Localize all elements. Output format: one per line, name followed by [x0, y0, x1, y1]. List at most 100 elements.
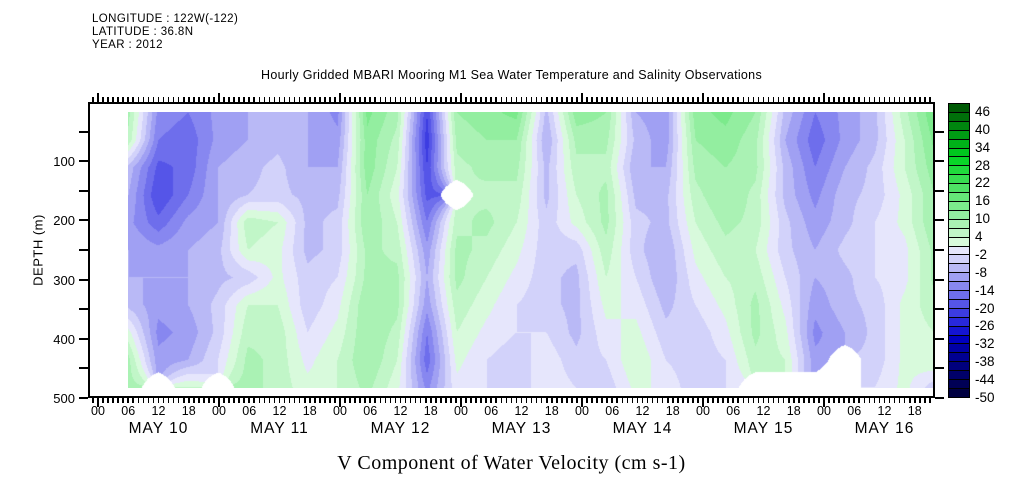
x-tick [187, 398, 190, 403]
x-tick [122, 97, 124, 102]
x-tick [898, 97, 901, 102]
y-tick [935, 160, 944, 163]
y-tick [79, 249, 88, 251]
x-tick [339, 398, 341, 407]
hour-tick-label: 12 [877, 404, 892, 418]
x-tick [535, 398, 538, 403]
colorbar-segment [949, 192, 969, 201]
colorbar-segment [949, 361, 969, 371]
x-tick [893, 398, 896, 403]
x-tick [394, 97, 397, 102]
x-tick [682, 398, 684, 403]
x-tick [92, 398, 94, 403]
x-tick [545, 398, 548, 403]
x-tick [152, 97, 155, 102]
y-tick [935, 308, 944, 311]
x-tick [404, 97, 407, 102]
y-tick [79, 308, 88, 311]
colorbar-tick-label: 22 [975, 175, 991, 191]
colorbar-tick-label: -44 [975, 372, 995, 388]
colorbar-segment [949, 352, 969, 362]
x-tick [924, 97, 926, 102]
hour-tick-label: 12 [514, 404, 529, 418]
x-tick [702, 93, 704, 102]
x-tick [122, 398, 124, 403]
x-tick [238, 398, 240, 403]
x-tick [697, 398, 699, 403]
colorbar-segment [949, 104, 969, 112]
x-tick [167, 398, 170, 403]
x-tick [576, 398, 578, 403]
x-tick [152, 398, 155, 403]
x-tick [929, 398, 931, 403]
x-tick [263, 398, 266, 403]
x-tick [258, 398, 261, 403]
x-tick [319, 97, 321, 102]
x-tick [495, 398, 498, 403]
x-tick [752, 398, 755, 403]
hour-tick-label: 00 [333, 404, 347, 418]
x-tick [389, 97, 392, 102]
x-tick [596, 97, 598, 102]
x-tick [818, 97, 820, 102]
x-tick [399, 398, 402, 403]
x-tick [369, 398, 372, 403]
x-tick [581, 93, 583, 102]
x-tick [419, 398, 422, 403]
x-tick [404, 398, 407, 403]
colorbar-segment [949, 209, 969, 219]
x-tick [510, 398, 513, 403]
x-tick [409, 97, 412, 102]
x-tick [485, 398, 487, 403]
colorbar-segment [949, 307, 969, 317]
x-tick [223, 97, 225, 102]
y-tick-label: 500 [53, 391, 75, 406]
x-tick [344, 97, 346, 102]
x-tick [313, 97, 316, 102]
x-tick [263, 97, 266, 102]
x-tick [137, 398, 140, 403]
colorbar-segment [949, 200, 969, 210]
x-tick [550, 398, 553, 403]
x-tick [555, 97, 558, 102]
heatmap-field [128, 112, 935, 388]
x-tick [339, 93, 341, 102]
x-tick [676, 97, 679, 102]
x-tick [591, 398, 593, 403]
x-tick [182, 398, 185, 403]
x-tick [742, 398, 745, 403]
y-tick [935, 189, 944, 192]
x-tick [349, 398, 351, 403]
x-tick [475, 398, 477, 403]
x-tick [440, 97, 442, 102]
x-tick [182, 97, 185, 102]
x-tick [127, 398, 130, 403]
hour-tick-label: 18 [786, 404, 801, 418]
x-tick [172, 97, 175, 102]
x-tick [571, 398, 573, 403]
x-tick [293, 97, 296, 102]
x-tick [808, 398, 810, 403]
y-tick [935, 397, 944, 399]
x-tick [732, 97, 735, 102]
x-tick [354, 398, 356, 403]
y-tick [935, 130, 944, 133]
colorbar-segment [949, 388, 969, 397]
x-tick [787, 97, 790, 102]
colorbar-segment [949, 129, 969, 139]
metadata-block: LONGITUDE : 122W(-122) LATITUDE : 36.8N … [92, 13, 238, 52]
x-tick [248, 97, 251, 102]
x-tick [349, 97, 351, 102]
x-tick [757, 97, 760, 102]
x-tick [732, 398, 735, 403]
x-tick [913, 97, 916, 102]
x-tick [903, 97, 906, 102]
x-tick [475, 97, 477, 102]
x-tick [722, 398, 724, 403]
y-tick [935, 278, 944, 281]
x-tick [369, 97, 372, 102]
x-tick [772, 398, 775, 403]
x-tick [107, 398, 109, 403]
x-tick [782, 398, 785, 403]
x-tick [329, 398, 331, 403]
